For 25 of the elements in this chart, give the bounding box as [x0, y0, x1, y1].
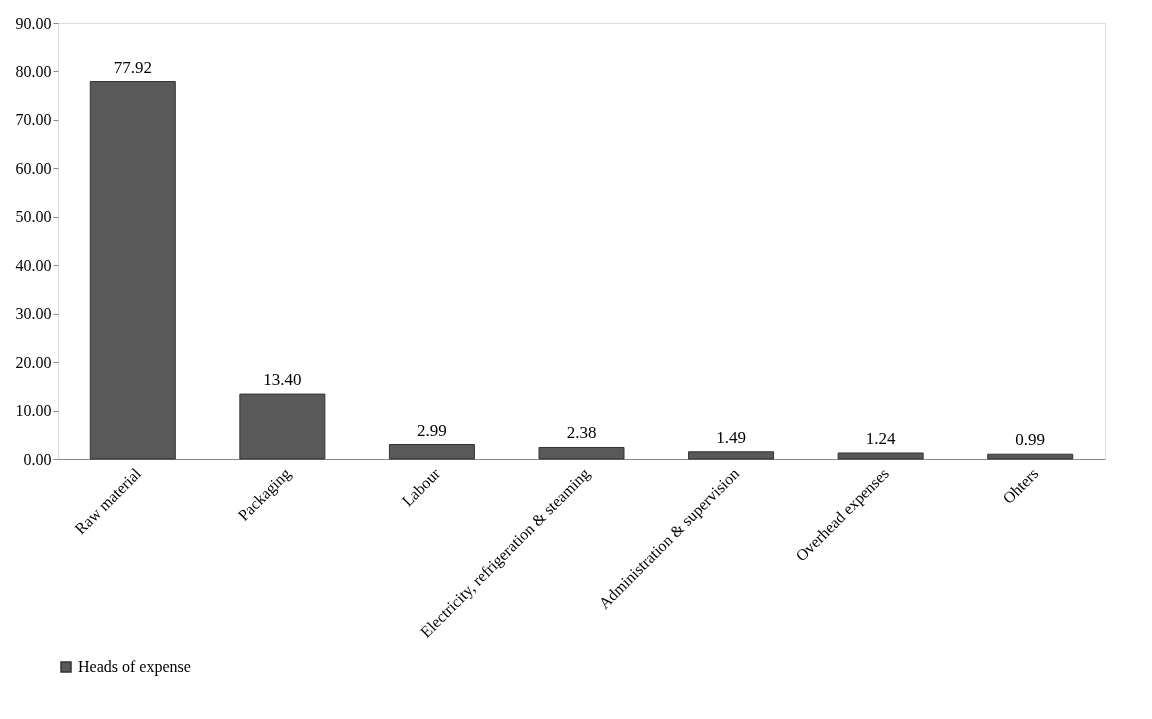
y-tick-label: 90.00: [15, 14, 52, 32]
bar: [388, 444, 475, 460]
y-tick-label: 70.00: [15, 111, 52, 129]
bar: [239, 393, 326, 460]
y-tick-label: 60.00: [15, 159, 52, 177]
data-label: 2.38: [566, 423, 597, 443]
data-label: 13.40: [263, 370, 302, 390]
data-label: 77.92: [113, 57, 152, 77]
data-label: 2.99: [417, 420, 447, 440]
y-tick-label: 0.00: [23, 450, 52, 468]
data-label: 0.99: [1015, 430, 1046, 450]
bar: [538, 446, 625, 460]
bar: [89, 81, 176, 460]
bar: [987, 453, 1074, 460]
bar: [688, 451, 775, 460]
y-tick-label: 20.00: [15, 353, 52, 371]
y-tick-label: 10.00: [15, 402, 52, 420]
bar: [837, 452, 924, 460]
data-label: 1.49: [716, 427, 746, 447]
y-tick-label: 40.00: [15, 256, 52, 274]
data-label: 1.24: [865, 428, 897, 448]
y-tick-label: 30.00: [15, 305, 52, 323]
legend-label: Heads of expense: [78, 658, 191, 676]
y-tick-label: 80.00: [15, 62, 52, 80]
y-tick-label: 50.00: [15, 208, 52, 226]
